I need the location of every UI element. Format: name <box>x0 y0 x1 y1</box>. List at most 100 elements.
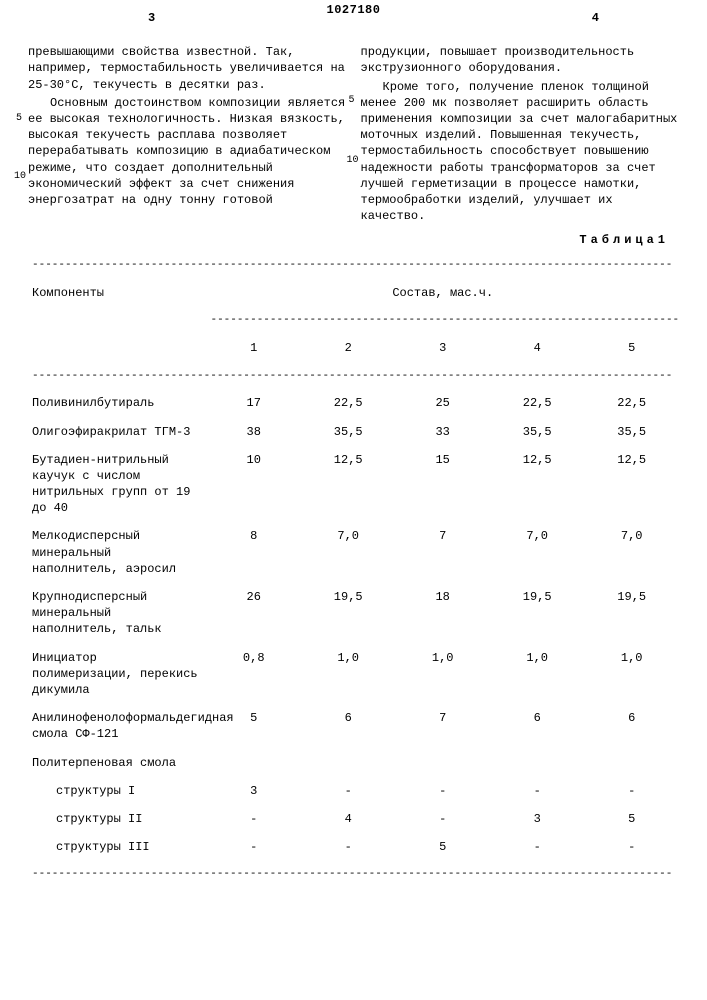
row-label: Мелкодисперсный минеральный наполнитель,… <box>28 522 206 583</box>
left-column: 5 10 превышающими свойства известной. Та… <box>28 44 347 226</box>
table-row: Анилинофенолоформальдегидная смола СФ-12… <box>28 704 679 748</box>
col-1: 1 <box>206 334 300 362</box>
row-value: 0,8 <box>206 644 300 705</box>
row-value: 1,0 <box>395 644 489 705</box>
col-4: 4 <box>490 334 584 362</box>
dash-line: ----------------------------------------… <box>28 252 679 279</box>
line-marker-10: 10 <box>14 170 26 184</box>
table-subrow: структуры III--5-- <box>28 833 679 861</box>
row-value: 35,5 <box>584 418 679 446</box>
row-value: 6 <box>301 704 395 748</box>
row-value: 7 <box>395 704 489 748</box>
row-value <box>206 749 300 777</box>
line-marker-5r: 5 <box>349 94 355 108</box>
row-value: 1,0 <box>584 644 679 705</box>
subrow-label: структуры III <box>28 833 206 861</box>
subrow-value: - <box>301 777 395 805</box>
col-header-components: Компоненты <box>28 279 206 334</box>
subrow-value: - <box>490 777 584 805</box>
subrow-value: 5 <box>584 805 679 833</box>
row-label: Инициатор полимеризации, перекись дикуми… <box>28 644 206 705</box>
row-value: 15 <box>395 446 489 523</box>
subrow-value: - <box>206 833 300 861</box>
row-value: 8 <box>206 522 300 583</box>
subrow-value: - <box>301 833 395 861</box>
subrow-value: 3 <box>206 777 300 805</box>
row-value: 38 <box>206 418 300 446</box>
row-value: 35,5 <box>301 418 395 446</box>
line-marker-10r: 10 <box>347 154 359 168</box>
row-value: 19,5 <box>301 583 395 644</box>
row-label: Олигоэфиракрилат ТГМ-3 <box>28 418 206 446</box>
row-label: Политерпеновая смола <box>28 749 206 777</box>
row-value: 6 <box>584 704 679 748</box>
row-value: 7,0 <box>490 522 584 583</box>
right-column: 5 10 продукции, повышает производительно… <box>361 44 680 226</box>
row-value: 6 <box>490 704 584 748</box>
subrow-value: 4 <box>301 805 395 833</box>
subrow-value: - <box>490 833 584 861</box>
table-row: Бутадиен-нитрильный каучук с числом нитр… <box>28 446 679 523</box>
row-value <box>301 749 395 777</box>
table-row: Инициатор полимеризации, перекись дикуми… <box>28 644 679 705</box>
subrow-value: - <box>395 777 489 805</box>
row-value: 7 <box>395 522 489 583</box>
table-row: Политерпеновая смола <box>28 749 679 777</box>
doc-number: 1027180 <box>0 2 707 18</box>
col-5: 5 <box>584 334 679 362</box>
row-value: 22,5 <box>301 389 395 417</box>
row-value: 12,5 <box>584 446 679 523</box>
row-value: 35,5 <box>490 418 584 446</box>
subrow-value: - <box>584 833 679 861</box>
subrow-label: структуры II <box>28 805 206 833</box>
table-subrow: структуры II-4-35 <box>28 805 679 833</box>
row-value: 1,0 <box>301 644 395 705</box>
row-value: 26 <box>206 583 300 644</box>
col-2: 2 <box>301 334 395 362</box>
subrow-value: 5 <box>395 833 489 861</box>
subrow-value: - <box>395 805 489 833</box>
row-value: 19,5 <box>584 583 679 644</box>
table-row: Олигоэфиракрилат ТГМ-33835,53335,535,5 <box>28 418 679 446</box>
row-value: 19,5 <box>490 583 584 644</box>
table-row: Поливинилбутираль1722,52522,522,5 <box>28 389 679 417</box>
dash-line: ----------------------------------------… <box>206 307 679 334</box>
subrow-value: - <box>584 777 679 805</box>
row-value: 25 <box>395 389 489 417</box>
subrow-label: структуры I <box>28 777 206 805</box>
row-value: 18 <box>395 583 489 644</box>
row-value <box>490 749 584 777</box>
row-value: 10 <box>206 446 300 523</box>
table-row: Крупнодисперсный минеральный наполнитель… <box>28 583 679 644</box>
table-row: Мелкодисперсный минеральный наполнитель,… <box>28 522 679 583</box>
row-label: Поливинилбутираль <box>28 389 206 417</box>
row-value: 22,5 <box>490 389 584 417</box>
row-label: Крупнодисперсный минеральный наполнитель… <box>28 583 206 644</box>
dash-line: ----------------------------------------… <box>28 861 679 888</box>
subrow-value: - <box>206 805 300 833</box>
row-value: 12,5 <box>301 446 395 523</box>
dash-line: ----------------------------------------… <box>28 363 679 390</box>
right-p2: Кроме того, получение пленок толщиной ме… <box>361 79 680 225</box>
text-columns: 5 10 превышающими свойства известной. Та… <box>28 44 679 226</box>
row-value: 22,5 <box>584 389 679 417</box>
row-value: 17 <box>206 389 300 417</box>
composition-table: ----------------------------------------… <box>28 252 679 888</box>
row-value: 33 <box>395 418 489 446</box>
right-p1: продукции, повышает производительность э… <box>361 44 680 76</box>
col-3: 3 <box>395 334 489 362</box>
subrow-value: 3 <box>490 805 584 833</box>
table-label: Таблица1 <box>28 232 679 248</box>
left-p1: превышающими свойства известной. Так, на… <box>28 44 347 93</box>
table-subrow: структуры I3---- <box>28 777 679 805</box>
row-label: Анилинофенолоформальдегидная смола СФ-12… <box>28 704 206 748</box>
row-value: 7,0 <box>301 522 395 583</box>
line-marker-5: 5 <box>16 112 22 126</box>
col-header-group: Состав, мас.ч. <box>206 279 679 307</box>
left-p2: Основным достоинством композиции являетс… <box>28 95 347 208</box>
row-value <box>584 749 679 777</box>
row-label: Бутадиен-нитрильный каучук с числом нитр… <box>28 446 206 523</box>
row-value <box>395 749 489 777</box>
row-value: 7,0 <box>584 522 679 583</box>
row-value: 1,0 <box>490 644 584 705</box>
